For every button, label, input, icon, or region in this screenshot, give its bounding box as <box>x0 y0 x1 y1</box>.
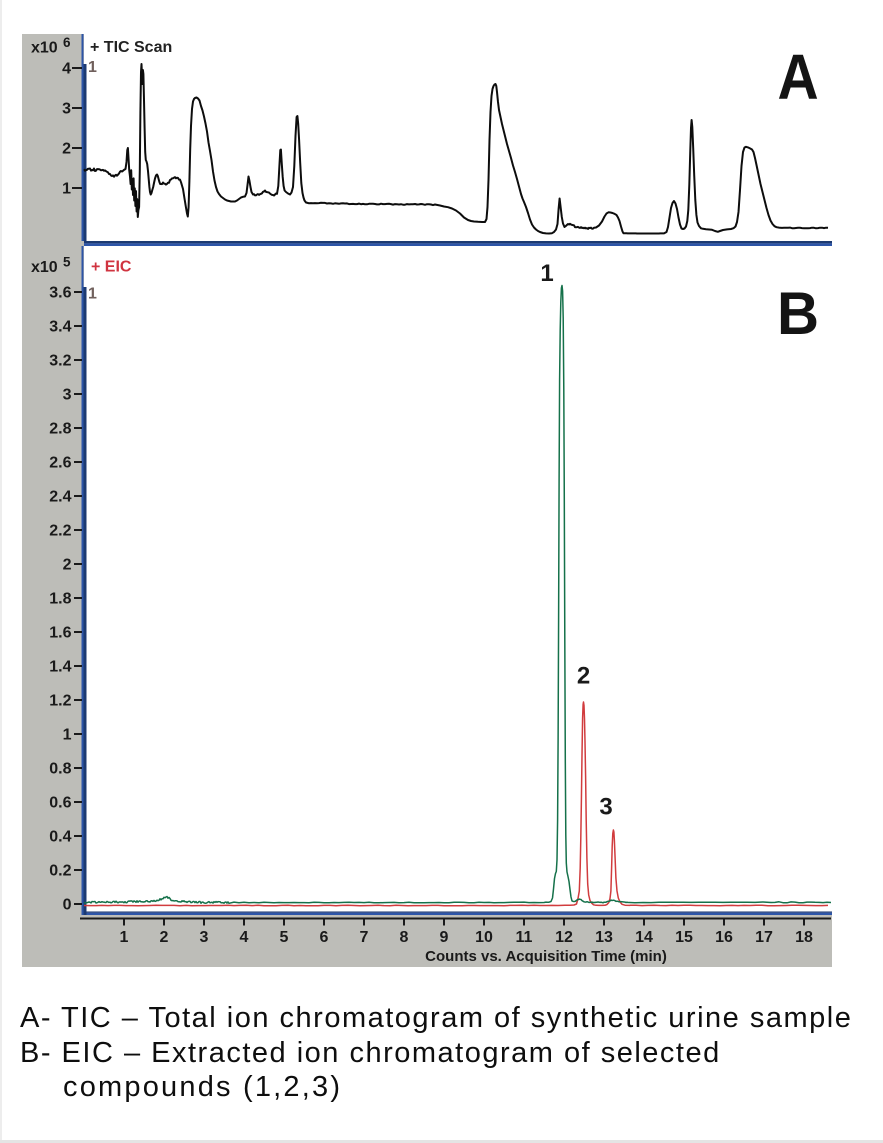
svg-text:3.2: 3.2 <box>49 353 71 370</box>
svg-text:13: 13 <box>595 929 613 946</box>
svg-text:1: 1 <box>540 260 553 287</box>
svg-text:7: 7 <box>360 929 369 946</box>
svg-text:5: 5 <box>280 929 289 946</box>
svg-text:x10: x10 <box>31 259 58 276</box>
svg-text:3.4: 3.4 <box>49 319 71 336</box>
svg-text:1: 1 <box>88 286 97 303</box>
svg-text:2: 2 <box>577 663 590 690</box>
svg-text:3: 3 <box>599 794 612 821</box>
svg-text:A: A <box>778 41 819 113</box>
svg-text:+ EIC: + EIC <box>91 259 132 276</box>
svg-text:6: 6 <box>63 35 71 50</box>
svg-text:10: 10 <box>475 929 493 946</box>
svg-text:2: 2 <box>160 929 169 946</box>
svg-text:3: 3 <box>62 101 71 118</box>
svg-text:3: 3 <box>200 929 209 946</box>
svg-text:B: B <box>777 279 819 347</box>
svg-text:1: 1 <box>88 59 97 76</box>
svg-text:3.6: 3.6 <box>49 285 71 302</box>
svg-text:6: 6 <box>320 929 329 946</box>
svg-text:5: 5 <box>63 255 71 270</box>
svg-text:1.6: 1.6 <box>49 625 71 642</box>
svg-text:4: 4 <box>240 929 249 946</box>
svg-text:12: 12 <box>555 929 573 946</box>
svg-text:1.4: 1.4 <box>49 659 71 676</box>
svg-text:8: 8 <box>400 929 409 946</box>
svg-text:14: 14 <box>635 929 653 946</box>
svg-text:3: 3 <box>63 387 72 404</box>
svg-text:2.8: 2.8 <box>49 421 71 438</box>
svg-text:18: 18 <box>795 929 813 946</box>
svg-text:x10: x10 <box>31 40 58 57</box>
svg-text:2.4: 2.4 <box>49 489 71 506</box>
svg-text:+ TIC Scan: + TIC Scan <box>90 39 172 56</box>
svg-text:Counts vs. Acquisition Time (m: Counts vs. Acquisition Time (min) <box>425 948 667 965</box>
svg-text:15: 15 <box>675 929 693 946</box>
svg-text:2.2: 2.2 <box>49 523 71 540</box>
svg-text:17: 17 <box>755 929 773 946</box>
svg-text:0.2: 0.2 <box>49 863 71 880</box>
svg-text:1: 1 <box>62 181 71 198</box>
svg-text:16: 16 <box>715 929 733 946</box>
svg-text:0.6: 0.6 <box>49 795 71 812</box>
svg-text:0: 0 <box>63 897 72 914</box>
svg-text:1.8: 1.8 <box>49 591 71 608</box>
svg-text:11: 11 <box>516 929 533 946</box>
svg-text:4: 4 <box>62 61 71 78</box>
svg-text:1: 1 <box>120 929 129 946</box>
svg-text:1: 1 <box>63 727 72 744</box>
svg-text:2: 2 <box>63 557 72 574</box>
svg-text:2.6: 2.6 <box>49 455 71 472</box>
svg-text:9: 9 <box>440 929 449 946</box>
svg-text:1.2: 1.2 <box>49 693 71 710</box>
svg-text:0.8: 0.8 <box>49 761 71 778</box>
svg-text:2: 2 <box>62 141 71 158</box>
svg-text:0.4: 0.4 <box>49 829 71 846</box>
